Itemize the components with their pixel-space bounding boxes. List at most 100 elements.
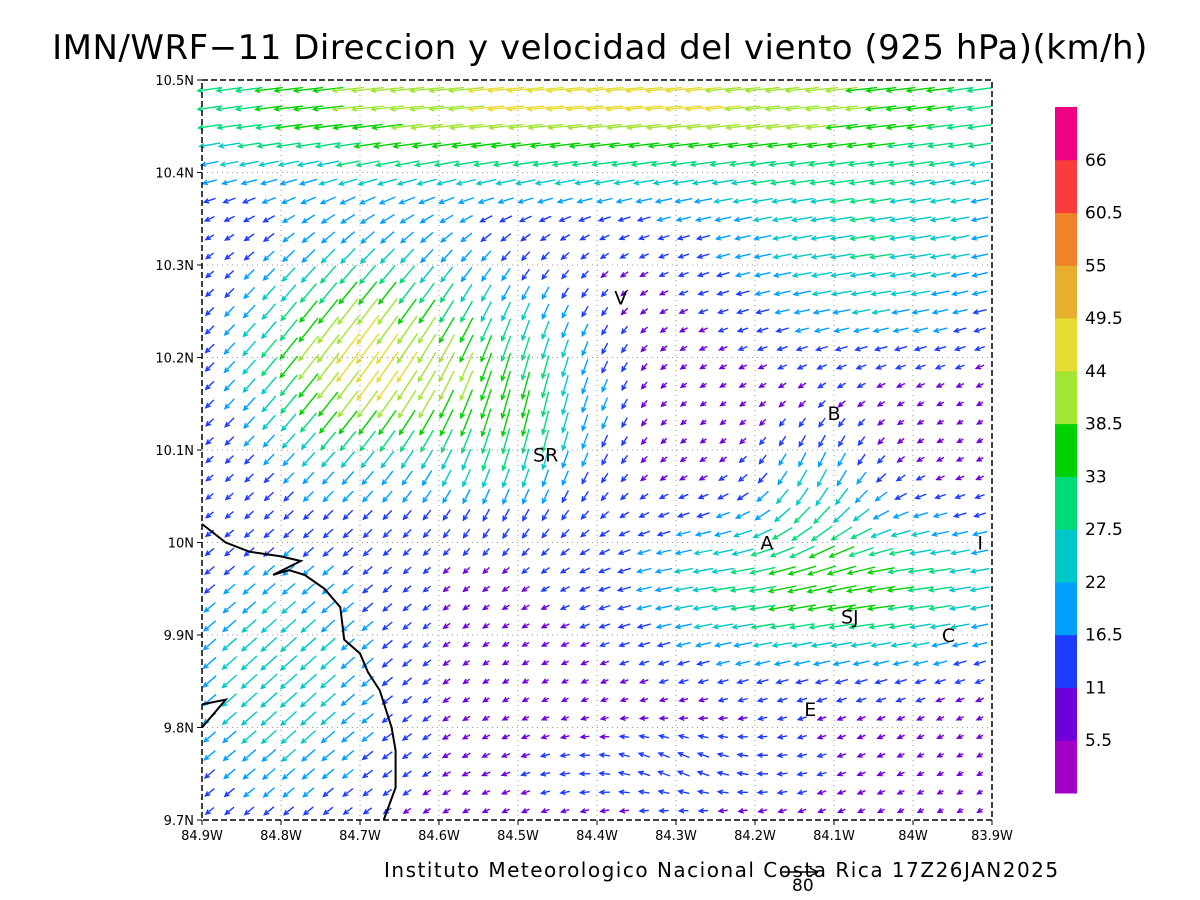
wind-vector	[677, 253, 690, 259]
wind-vector	[531, 160, 558, 168]
wind-vector	[916, 419, 925, 425]
wind-vector	[873, 345, 888, 352]
wind-vector	[751, 197, 773, 204]
wind-vector	[559, 585, 571, 592]
wind-vector	[712, 197, 733, 204]
wind-vector	[442, 641, 451, 648]
wind-vector	[915, 697, 926, 703]
wind-vector	[908, 549, 932, 556]
wind-vector	[729, 604, 755, 612]
wind-vector	[402, 490, 413, 504]
wind-vector	[260, 636, 278, 653]
wind-vector	[202, 638, 217, 651]
wind-vector	[896, 752, 905, 758]
wind-vector	[279, 337, 298, 361]
wind-vector	[601, 324, 609, 336]
wind-vector	[522, 508, 530, 522]
wind-vector	[975, 437, 984, 444]
wind-vector	[417, 196, 436, 205]
wind-vector	[500, 389, 511, 420]
wind-vector	[716, 290, 730, 296]
wind-vector	[935, 697, 945, 703]
wind-vector	[929, 549, 951, 556]
wind-vector	[945, 105, 974, 112]
wind-vector	[737, 345, 748, 351]
wind-vector	[970, 271, 988, 278]
wind-vector	[439, 214, 454, 224]
wind-vector	[439, 283, 454, 304]
wind-vector	[970, 623, 989, 630]
wind-vector	[698, 345, 708, 351]
wind-vector	[935, 715, 945, 721]
wind-vector	[520, 371, 531, 401]
wind-vector	[222, 197, 236, 204]
wind-vector	[769, 623, 795, 630]
wind-vector	[318, 411, 338, 434]
colorbar-swatch	[1055, 687, 1077, 741]
wind-vector	[956, 437, 964, 444]
wind-vector	[676, 512, 690, 518]
wind-vector	[244, 473, 254, 483]
wind-vector	[925, 87, 955, 94]
wind-vector	[697, 697, 709, 703]
wind-vector	[654, 567, 673, 574]
wind-vector	[322, 787, 334, 798]
wind-vector	[888, 179, 913, 186]
wind-vector	[402, 603, 412, 612]
wind-vector	[616, 604, 631, 611]
wind-vector	[625, 123, 662, 131]
wind-vector	[480, 232, 492, 243]
wind-vector	[673, 586, 694, 593]
wind-vector	[482, 488, 491, 505]
wind-vector	[928, 179, 952, 186]
location-label: I	[977, 533, 983, 555]
wind-vector	[302, 528, 314, 539]
wind-vector	[796, 734, 807, 740]
wind-vector	[376, 370, 399, 402]
wind-vector	[292, 105, 324, 112]
wind-vector	[350, 105, 384, 112]
wind-vector	[500, 250, 511, 262]
wind-vector	[302, 565, 315, 576]
wind-vector	[541, 469, 550, 488]
wind-vector	[339, 264, 357, 285]
wind-vector	[718, 474, 728, 481]
wind-vector	[793, 506, 811, 524]
wind-vector	[486, 86, 525, 94]
wind-vector	[341, 601, 355, 614]
wind-vector	[520, 251, 531, 262]
location-label: SJ	[841, 607, 859, 629]
wind-vector	[221, 711, 237, 726]
wind-vector	[835, 697, 847, 703]
wind-vector	[752, 528, 773, 539]
wind-vector	[357, 298, 379, 326]
wind-vector	[581, 491, 589, 503]
colorbar-swatch	[1055, 476, 1077, 530]
colorbar-label: 22	[1085, 573, 1107, 593]
wind-vector	[300, 619, 317, 633]
wind-vector	[362, 565, 373, 576]
wind-vector	[561, 470, 569, 487]
wind-vector	[616, 567, 632, 574]
wind-vector	[830, 526, 853, 541]
wind-vector	[521, 659, 530, 666]
wind-vector	[636, 549, 651, 556]
wind-vector	[773, 290, 791, 297]
wind-vector	[621, 362, 628, 373]
wind-vector	[966, 87, 993, 94]
wind-vector	[696, 789, 710, 795]
wind-vector	[656, 641, 671, 648]
wind-vector	[498, 215, 513, 223]
wind-vector	[462, 623, 471, 629]
wind-vector	[638, 660, 650, 666]
wind-vector	[936, 419, 944, 425]
wind-vector	[855, 364, 867, 370]
wind-vector	[296, 160, 320, 168]
wind-vector	[462, 604, 471, 611]
wind-vector	[605, 123, 642, 131]
wind-vector	[595, 197, 613, 204]
wind-vector	[849, 216, 873, 223]
wind-vector	[756, 490, 769, 503]
wind-vector	[301, 249, 316, 264]
wind-vector	[736, 678, 749, 685]
